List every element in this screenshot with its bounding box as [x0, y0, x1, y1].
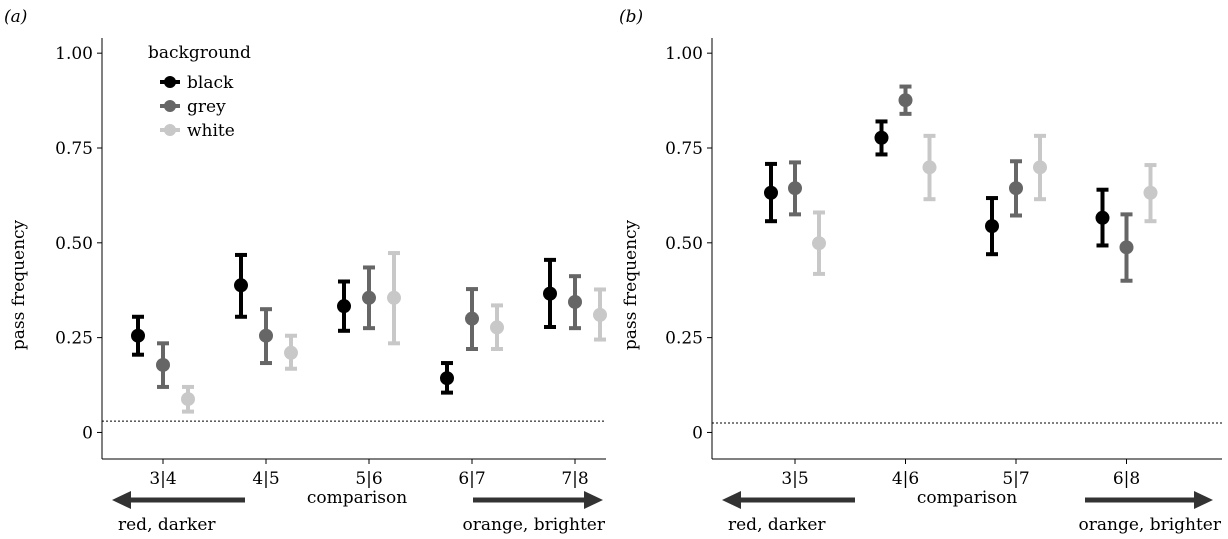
panel-b-right-caption: orange, brighter [1079, 515, 1222, 535]
x-tick-label: 3|4 [149, 469, 176, 489]
data-point-black [985, 219, 999, 234]
y-tick-label: 0.25 [665, 329, 703, 349]
data-point-black [764, 185, 778, 200]
panel-b-marks [764, 84, 1158, 283]
data-point-black [234, 278, 248, 293]
y-tick-label: 0.25 [55, 329, 93, 349]
x-tick-label: 4|5 [252, 469, 279, 489]
legend-label-grey: grey [187, 97, 226, 117]
data-point-black [440, 371, 454, 386]
data-point-grey [1119, 240, 1134, 255]
legend-swatch-point [164, 124, 176, 136]
data-point-white [812, 236, 826, 251]
legend-swatch-point [164, 76, 176, 88]
y-tick-label: 0 [692, 423, 703, 443]
panel-a-legend: background black grey white [148, 43, 251, 141]
panel-b-x-ticks: 3|5 4|6 5|7 6|8 [781, 459, 1140, 489]
data-point-white [387, 290, 401, 305]
legend-label-white: white [187, 121, 235, 141]
data-point-grey [788, 181, 802, 196]
data-point-black [1095, 210, 1110, 225]
y-tick-label: 0.75 [55, 139, 93, 159]
right-arrow-head [1194, 491, 1213, 509]
legend-label-black: black [187, 73, 234, 93]
data-point-white [284, 345, 298, 360]
panel-b: (b) pass frequency 0 0.25 0.50 0.75 1.00 3|5… [619, 7, 1222, 535]
panel-b-x-axis-title: comparison [917, 488, 1017, 508]
panel-b-y-ticks: 0 0.25 0.50 0.75 1.00 [665, 44, 712, 443]
y-tick-label: 1.00 [665, 44, 703, 64]
panel-a-x-ticks: 3|4 4|5 5|6 6|7 7|8 [149, 459, 589, 489]
data-point-grey [898, 93, 913, 108]
data-point-white [1033, 160, 1047, 175]
y-tick-label: 1.00 [55, 44, 93, 64]
y-tick-label: 0 [82, 423, 93, 443]
data-point-grey [1009, 181, 1023, 196]
data-point-grey [156, 357, 170, 372]
panel-a-x-axis-title: comparison [307, 488, 407, 508]
x-tick-label: 3|5 [781, 469, 808, 489]
panel-a-right-arrow [473, 491, 603, 509]
panel-a-right-caption: orange, brighter [463, 515, 606, 535]
panel-a-y-ticks: 0 0.25 0.50 0.75 1.00 [55, 44, 102, 443]
data-point-black [131, 328, 145, 343]
panel-b-left-arrow [722, 491, 855, 509]
legend-swatch-point [164, 100, 176, 112]
panel-a-y-axis-title: pass frequency [9, 219, 29, 350]
legend-entry-white: white [160, 121, 235, 141]
right-arrow-head [584, 491, 603, 509]
x-tick-label: 5|7 [1002, 469, 1029, 489]
data-point-grey [362, 290, 376, 305]
x-tick-label: 6|7 [458, 469, 485, 489]
data-point-white [922, 160, 937, 175]
data-point-white [593, 307, 607, 322]
y-tick-label: 0.75 [665, 139, 703, 159]
panel-a-left-arrow [112, 491, 245, 509]
panel-a-marks [131, 251, 607, 414]
data-point-grey [568, 294, 582, 309]
data-point-black [337, 299, 351, 314]
x-tick-label: 7|8 [561, 469, 588, 489]
x-tick-label: 5|6 [355, 469, 382, 489]
data-point-white [181, 392, 195, 407]
panel-a: (a) pass frequency 0 0.25 0.50 0.75 1.00 3|4… [4, 7, 607, 535]
panel-b-left-caption: red, darker [728, 515, 826, 535]
data-point-black [874, 130, 889, 145]
legend-entry-black: black [160, 73, 234, 93]
data-point-black [543, 286, 557, 301]
left-arrow-head [112, 491, 131, 509]
panel-b-y-axis-title: pass frequency [621, 219, 641, 350]
x-tick-label: 6|8 [1113, 469, 1140, 489]
data-point-grey [465, 311, 479, 326]
data-point-grey [259, 328, 273, 343]
panel-b-label: (b) [619, 7, 643, 27]
data-point-white [1143, 185, 1158, 200]
y-tick-label: 0.50 [665, 234, 703, 254]
panel-a-label: (a) [4, 7, 27, 27]
y-tick-label: 0.50 [55, 234, 93, 254]
legend-entry-grey: grey [160, 97, 226, 117]
x-tick-label: 4|6 [892, 469, 919, 489]
panel-a-left-caption: red, darker [118, 515, 216, 535]
data-point-white [490, 320, 504, 335]
left-arrow-head [722, 491, 741, 509]
panel-b-right-arrow [1085, 491, 1213, 509]
legend-title: background [148, 43, 251, 63]
